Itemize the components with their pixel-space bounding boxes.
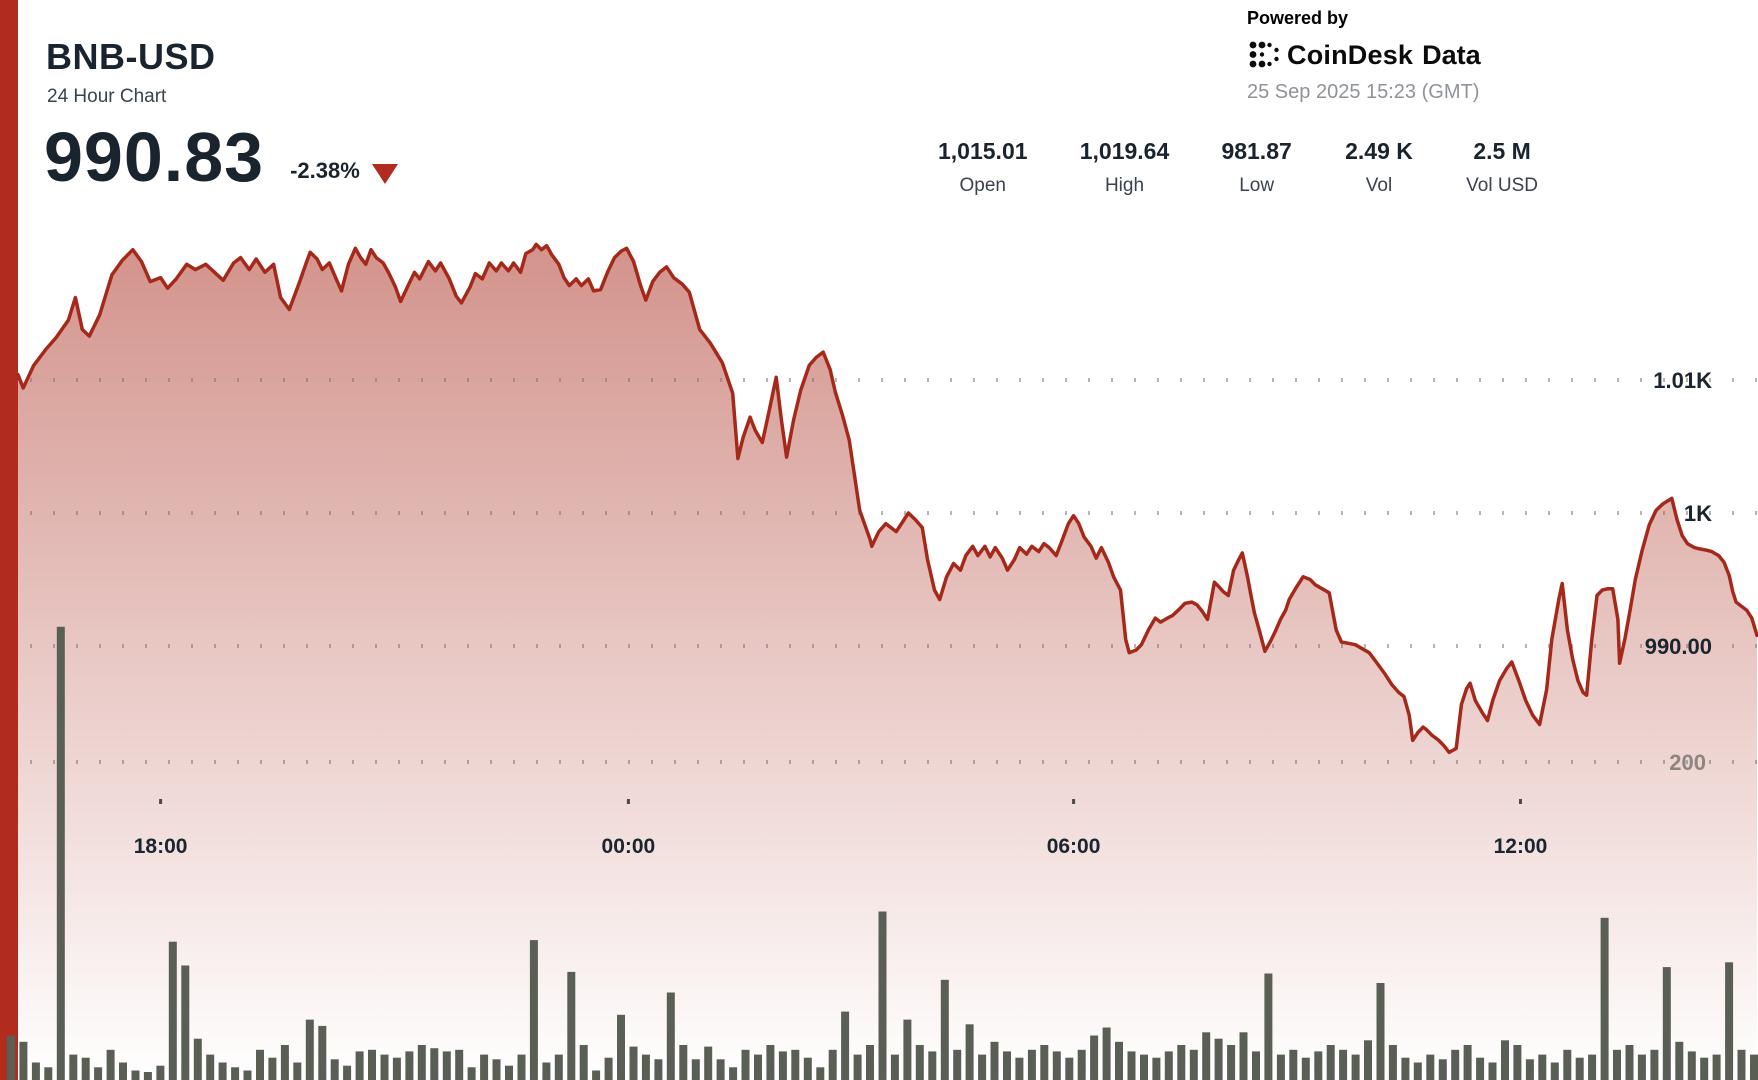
stat-open: 1,015.01 Open xyxy=(938,138,1028,197)
svg-text:06:00: 06:00 xyxy=(1047,835,1101,858)
page-title: BNB-USD xyxy=(46,36,216,77)
vol-usd-value: 2.5 M xyxy=(1473,138,1531,164)
ohlc-stats-row: 1,015.01 Open 1,019.64 High 981.87 Low 2… xyxy=(938,138,1538,197)
svg-text:18:00: 18:00 xyxy=(134,835,188,858)
down-triangle-icon xyxy=(371,164,398,184)
chart-timestamp: 25 Sep 2025 15:23 (GMT) xyxy=(1247,81,1480,103)
chart-subtitle: 24 Hour Chart xyxy=(47,86,167,107)
price-line xyxy=(16,242,1758,755)
low-value: 981.87 xyxy=(1221,138,1292,164)
vol-label: Vol xyxy=(1365,175,1393,196)
svg-text:990.00: 990.00 xyxy=(1645,634,1712,659)
left-accent-bar xyxy=(0,0,18,1080)
open-value: 1,015.01 xyxy=(938,138,1028,164)
attribution-block: Powered by CoinDesk Data 25 Sep 2025 15:… xyxy=(1247,8,1547,104)
coindesk-logo-text: CoinDesk xyxy=(1287,39,1414,70)
high-label: High xyxy=(1104,175,1145,196)
open-label: Open xyxy=(959,175,1006,196)
price-axis-labels: 1.01K 1K 990.00 200 xyxy=(1645,368,1712,775)
svg-text:1K: 1K xyxy=(1684,501,1712,526)
vol-value: 2.49 K xyxy=(1345,138,1413,164)
powered-by-label: Powered by xyxy=(1247,8,1349,28)
coindesk-logo: CoinDesk Data xyxy=(1247,39,1547,71)
svg-text:200: 200 xyxy=(1669,750,1706,775)
stat-vol-usd: 2.5 M Vol USD xyxy=(1466,138,1538,197)
time-axis-ticks: 18:00 00:00 06:00 12:00 xyxy=(134,799,1548,858)
stat-high: 1,019.64 High xyxy=(1080,138,1170,197)
svg-text:00:00: 00:00 xyxy=(602,835,656,858)
price-change-percent: -2.38% xyxy=(290,158,360,183)
coindesk-logo-icon xyxy=(1249,41,1279,68)
current-price: 990.83 xyxy=(44,118,265,196)
svg-text:1.01K: 1.01K xyxy=(1653,368,1712,393)
svg-text:12:00: 12:00 xyxy=(1494,835,1548,858)
volume-bars xyxy=(7,626,1758,1080)
current-price-row: 990.83 -2.38% xyxy=(44,122,398,192)
coindesk-logo-data-text: Data xyxy=(1422,39,1481,70)
stat-vol: 2.49 K Vol xyxy=(1344,138,1414,197)
stat-low: 981.87 Low xyxy=(1221,138,1291,197)
vol-usd-label: Vol USD xyxy=(1466,175,1538,196)
high-value: 1,019.64 xyxy=(1079,138,1170,164)
price-area-fill xyxy=(18,244,1757,1080)
low-label: Low xyxy=(1239,175,1275,196)
